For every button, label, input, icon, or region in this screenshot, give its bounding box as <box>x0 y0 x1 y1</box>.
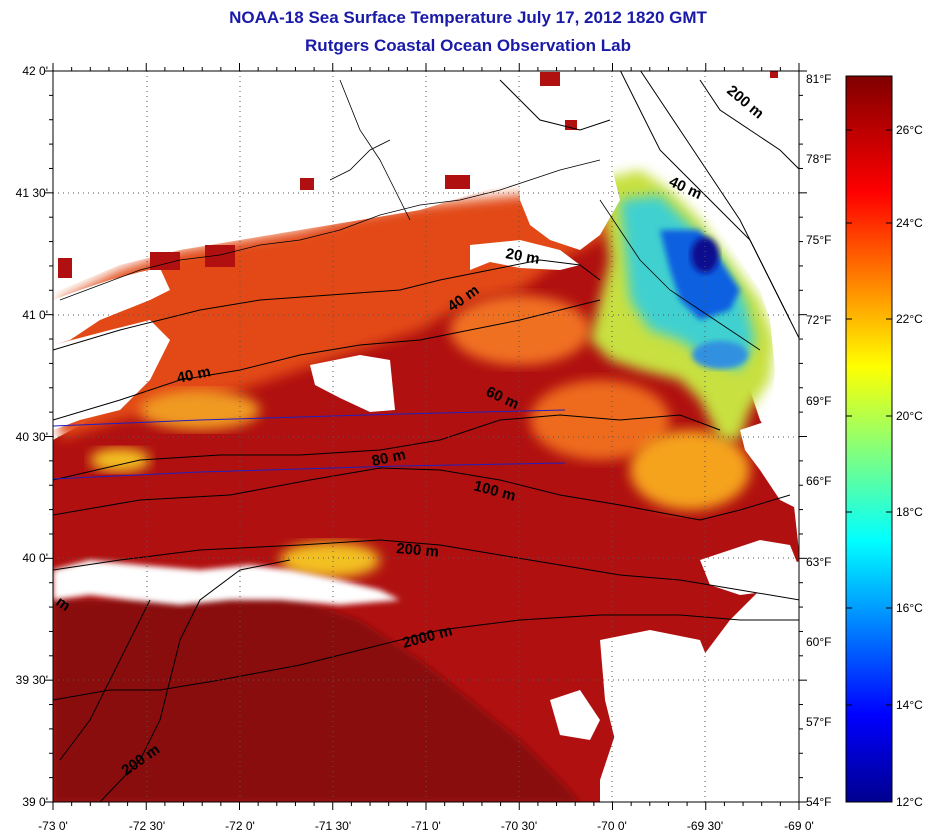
sst-speckle <box>58 258 72 278</box>
contour-line <box>53 299 601 421</box>
colorbar-gradient <box>845 75 893 803</box>
sst-coldest-core <box>691 237 719 273</box>
fahrenheit-label: 72°F <box>806 313 831 327</box>
cloud-mask <box>740 420 799 510</box>
fahrenheit-label: 60°F <box>806 635 831 649</box>
lon-tick-label: -70 0' <box>597 819 627 833</box>
axis-ticks <box>45 63 807 810</box>
lon-tick-label: -73 0' <box>38 819 68 833</box>
sst-patch <box>630 430 750 510</box>
contour-line <box>53 259 601 351</box>
cloud-mask <box>600 630 799 802</box>
fahrenheit-label: 63°F <box>806 555 831 569</box>
lon-tick-label: -72 0' <box>225 819 255 833</box>
lat-tick-label: 39 30' <box>16 673 48 687</box>
land-mask <box>53 71 799 290</box>
celsius-label: 22°C <box>896 312 923 326</box>
lon-tick-label: -71 30' <box>315 819 351 833</box>
cloud-mask <box>53 560 400 605</box>
fahrenheit-label: 69°F <box>806 394 831 408</box>
sst-speckle <box>770 71 778 78</box>
sst-coldest-zone <box>660 230 740 320</box>
sst-speckle <box>300 178 314 190</box>
contour-line <box>53 414 721 481</box>
lat-tick-label: 42 0' <box>22 64 48 78</box>
contour-line <box>53 467 791 521</box>
land-mask <box>520 160 620 250</box>
contour-line <box>53 539 799 601</box>
colorbar-ticks <box>846 129 892 706</box>
lat-tick-label: 40 30' <box>16 430 48 444</box>
sst-patch <box>280 542 380 578</box>
cloud-mask <box>550 690 600 740</box>
sst-patch <box>140 390 260 430</box>
lon-tick-label: -71 0' <box>411 819 441 833</box>
lon-tick-label: -69 0' <box>784 819 814 833</box>
lat-tick-label: 41 0' <box>22 308 48 322</box>
lon-tick-label: -70 30' <box>501 819 537 833</box>
celsius-label: 24°C <box>896 216 923 230</box>
latitude-axis: 42 0' 41 30' 41 0' 40 30' 40 0' 39 30' 3… <box>16 64 48 809</box>
sst-patch <box>530 380 670 460</box>
celsius-label: 16°C <box>896 601 923 615</box>
cloud-mask <box>53 320 170 430</box>
land-mask <box>640 71 799 440</box>
fahrenheit-label: 75°F <box>806 233 831 247</box>
fahrenheit-label: 66°F <box>806 474 831 488</box>
contour-line <box>59 599 151 761</box>
map-title: NOAA-18 Sea Surface Temperature July 17,… <box>229 8 707 27</box>
fahrenheit-label: 57°F <box>806 715 831 729</box>
graticule <box>53 71 799 802</box>
coastline <box>339 79 411 221</box>
bathymetry-contours <box>53 71 799 802</box>
coastline <box>59 159 601 301</box>
celsius-label: 12°C <box>896 795 923 809</box>
map-subtitle: Rutgers Coastal Ocean Observation Lab <box>305 36 631 55</box>
lon-tick-label: -72 30' <box>129 819 165 833</box>
contour-line <box>53 614 799 701</box>
coastline <box>329 139 391 181</box>
contour-label: 80 m <box>370 446 407 470</box>
contour-label: 200 m <box>396 540 440 561</box>
contour-line <box>619 71 791 321</box>
sst-patch <box>90 448 150 472</box>
lon-tick-label: -69 30' <box>687 819 723 833</box>
contour-label: 40 m <box>175 363 212 387</box>
contour-line <box>99 559 291 802</box>
contour-line <box>499 79 611 131</box>
celsius-label: 18°C <box>896 505 923 519</box>
celsius-label: 14°C <box>896 698 923 712</box>
longitude-axis: -73 0' -72 30' -72 0' -71 30' -71 0' -70… <box>38 819 814 833</box>
coastline <box>599 199 761 351</box>
lat-tick-label: 40 0' <box>22 551 48 565</box>
lat-tick-label: 39 0' <box>22 795 48 809</box>
land-mask <box>53 268 170 345</box>
sst-speckle <box>445 175 470 189</box>
sst-imagery <box>53 71 799 802</box>
transect-line <box>53 409 566 427</box>
celsius-label: 26°C <box>896 123 923 137</box>
contour-label: 20 m <box>504 245 541 268</box>
sst-speckle <box>540 72 560 86</box>
cloud-mask <box>700 540 799 595</box>
sst-speckle <box>205 245 235 267</box>
celsius-label: 20°C <box>896 409 923 423</box>
land-mask <box>470 240 580 270</box>
fahrenheit-label: 54°F <box>806 795 831 809</box>
sst-cold-patch <box>692 341 748 369</box>
land-mask <box>310 355 395 412</box>
colorbar: 81°F 78°F 75°F 72°F 69°F 66°F 63°F 60°F … <box>806 72 923 809</box>
fahrenheit-label: 78°F <box>806 152 831 166</box>
sst-speckle <box>565 120 577 130</box>
transect-line <box>53 462 566 480</box>
contour-line <box>699 79 799 170</box>
lat-tick-label: 41 30' <box>16 186 48 200</box>
sst-dark-field <box>53 590 580 802</box>
fahrenheit-label: 81°F <box>806 72 831 86</box>
sst-patch <box>450 295 590 365</box>
